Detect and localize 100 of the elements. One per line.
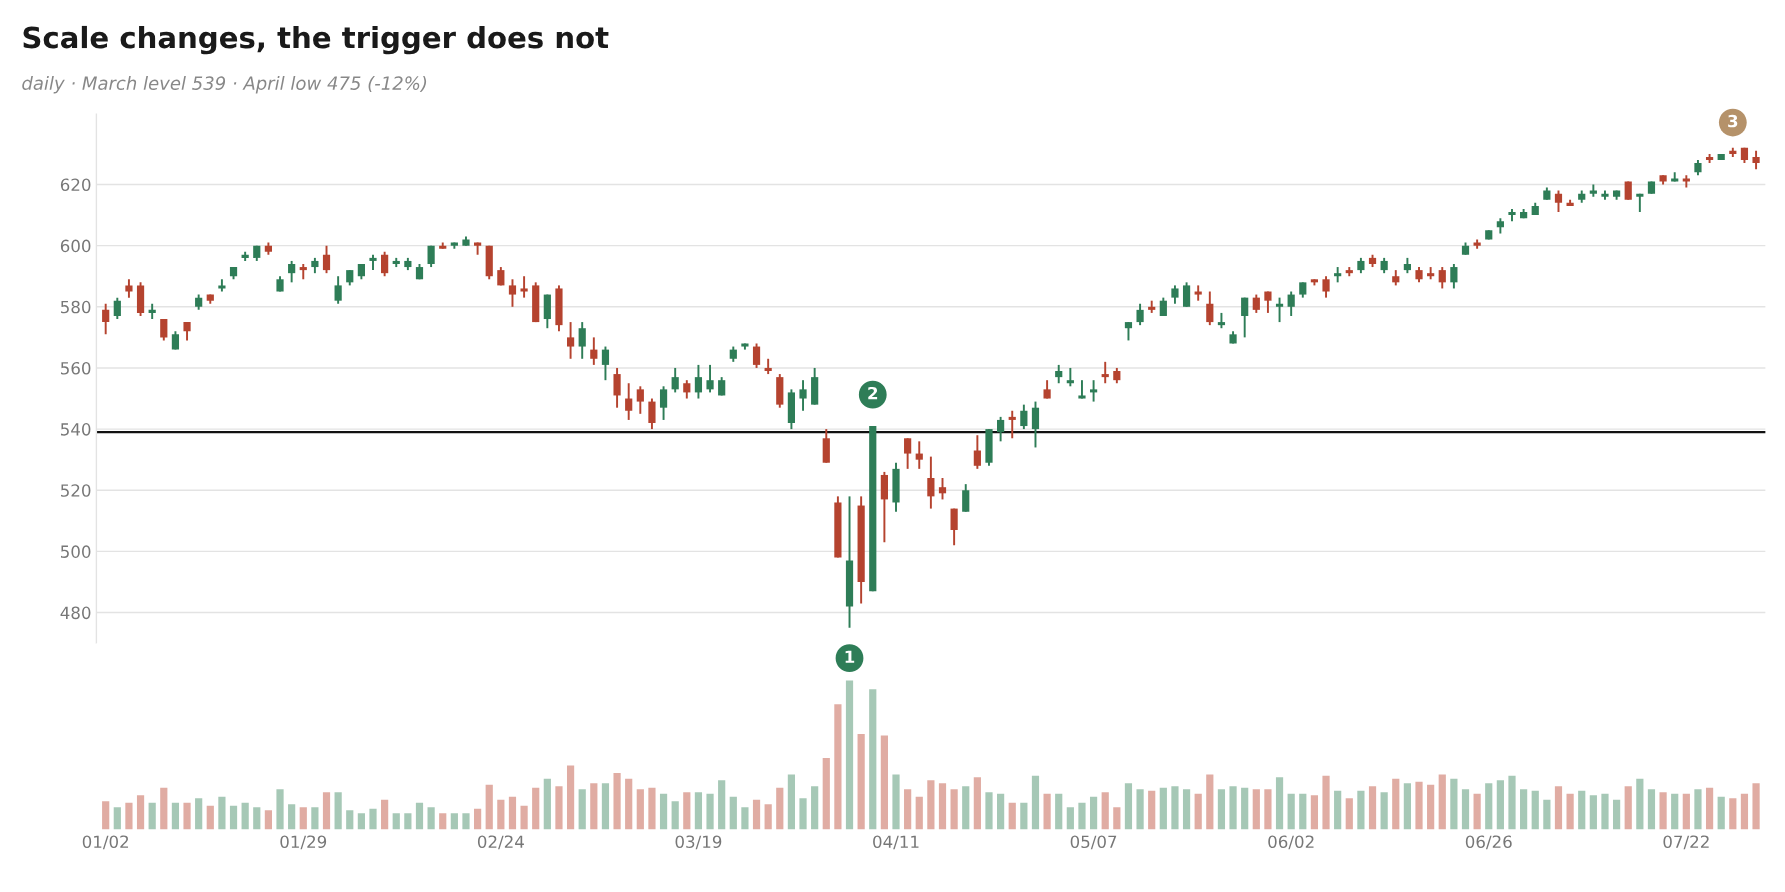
candlestick xyxy=(1438,266,1446,290)
bar xyxy=(160,787,168,830)
bar xyxy=(543,778,551,830)
bar xyxy=(1171,786,1179,830)
x-tick-label: 03/19 xyxy=(675,835,722,850)
candlestick xyxy=(962,483,970,513)
bar xyxy=(1368,786,1377,830)
bar xyxy=(1403,783,1411,830)
bar xyxy=(1485,783,1493,830)
bar xyxy=(1589,795,1597,830)
bar xyxy=(113,807,121,830)
bar xyxy=(1252,789,1260,830)
bar xyxy=(520,805,528,830)
bar xyxy=(1194,793,1202,830)
bar xyxy=(218,796,226,830)
bar xyxy=(1671,793,1679,830)
bar xyxy=(299,807,307,830)
bar xyxy=(136,795,145,830)
y-tick-label: 560 xyxy=(61,361,91,375)
bar xyxy=(1020,802,1028,830)
bar xyxy=(997,793,1005,830)
bar xyxy=(1705,787,1714,830)
candlestick xyxy=(1159,296,1167,317)
candlestick xyxy=(613,366,621,409)
x-tick-label: 04/11 xyxy=(873,835,919,850)
bar xyxy=(811,786,819,830)
bar xyxy=(102,801,110,830)
candlestick xyxy=(566,321,575,360)
bar xyxy=(183,802,191,830)
bar xyxy=(276,789,284,830)
bar xyxy=(659,793,668,830)
candlestick xyxy=(636,385,644,415)
bar xyxy=(1717,796,1725,830)
bar xyxy=(1636,778,1644,830)
bar xyxy=(1520,789,1528,830)
bar xyxy=(1206,774,1214,830)
candlestick xyxy=(590,336,598,366)
bar xyxy=(648,787,656,830)
candlestick xyxy=(904,437,912,470)
candlestick xyxy=(1275,296,1284,324)
candlestick xyxy=(1182,281,1191,308)
bar xyxy=(404,813,412,830)
candlestick xyxy=(1136,302,1144,327)
candlestick xyxy=(1624,180,1632,201)
bar xyxy=(764,804,772,830)
bar xyxy=(927,780,935,830)
bar xyxy=(125,802,133,830)
candlestick xyxy=(1752,149,1760,171)
candlestick xyxy=(706,363,714,394)
bar xyxy=(450,813,458,830)
bar xyxy=(869,689,877,830)
bar xyxy=(776,787,784,830)
y-tick-label: 600 xyxy=(60,239,91,253)
bar xyxy=(880,735,888,830)
bar xyxy=(1124,783,1133,830)
candlestick xyxy=(1252,293,1260,314)
candlestick xyxy=(288,259,296,284)
bar xyxy=(1461,789,1470,830)
bar xyxy=(148,802,156,830)
bar xyxy=(357,813,365,830)
bar xyxy=(1380,792,1388,830)
bar xyxy=(1729,798,1737,830)
bar xyxy=(1682,793,1690,830)
bar xyxy=(369,808,377,830)
candlestick xyxy=(1043,379,1051,400)
bar xyxy=(1136,789,1144,830)
y-tick-label: 540 xyxy=(61,423,91,436)
bar xyxy=(334,792,342,830)
bar xyxy=(497,799,505,830)
candlestick xyxy=(752,342,761,369)
bar xyxy=(206,805,214,830)
y-tick-label: 620 xyxy=(60,178,91,192)
candlestick xyxy=(1066,366,1074,388)
bar xyxy=(1066,807,1074,830)
bar xyxy=(683,792,691,830)
bar xyxy=(532,787,540,830)
bar xyxy=(729,796,737,830)
bar xyxy=(1031,775,1040,830)
bar xyxy=(1241,787,1249,830)
annotation: 3 xyxy=(1728,114,1738,128)
bar xyxy=(834,704,842,830)
bar xyxy=(427,807,435,830)
bar xyxy=(555,786,563,830)
bar xyxy=(485,784,493,830)
y-tick-label: 480 xyxy=(60,606,91,620)
text: 1 xyxy=(845,650,855,663)
candlestick xyxy=(683,379,691,400)
bar xyxy=(1601,793,1609,830)
bar xyxy=(462,813,470,830)
candlestick xyxy=(113,296,121,320)
bar xyxy=(264,810,272,830)
bar xyxy=(857,734,865,830)
candlestick xyxy=(322,244,331,275)
bar xyxy=(578,789,586,830)
candlestick xyxy=(625,382,633,421)
bar xyxy=(253,807,261,830)
candlestick xyxy=(1287,290,1295,317)
bar xyxy=(474,808,482,830)
bar xyxy=(613,772,621,830)
bar xyxy=(1450,778,1458,830)
